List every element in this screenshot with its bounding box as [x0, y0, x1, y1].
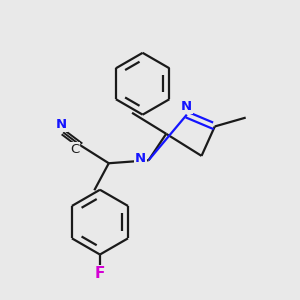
Text: C: C — [70, 142, 80, 156]
Text: N: N — [135, 152, 146, 165]
Text: N: N — [135, 152, 146, 165]
Text: N: N — [181, 100, 192, 113]
Text: N: N — [181, 100, 192, 113]
Text: F: F — [95, 266, 105, 280]
Text: N: N — [56, 118, 67, 131]
Text: C: C — [70, 142, 80, 156]
Text: N: N — [56, 118, 67, 131]
Text: F: F — [95, 266, 105, 280]
